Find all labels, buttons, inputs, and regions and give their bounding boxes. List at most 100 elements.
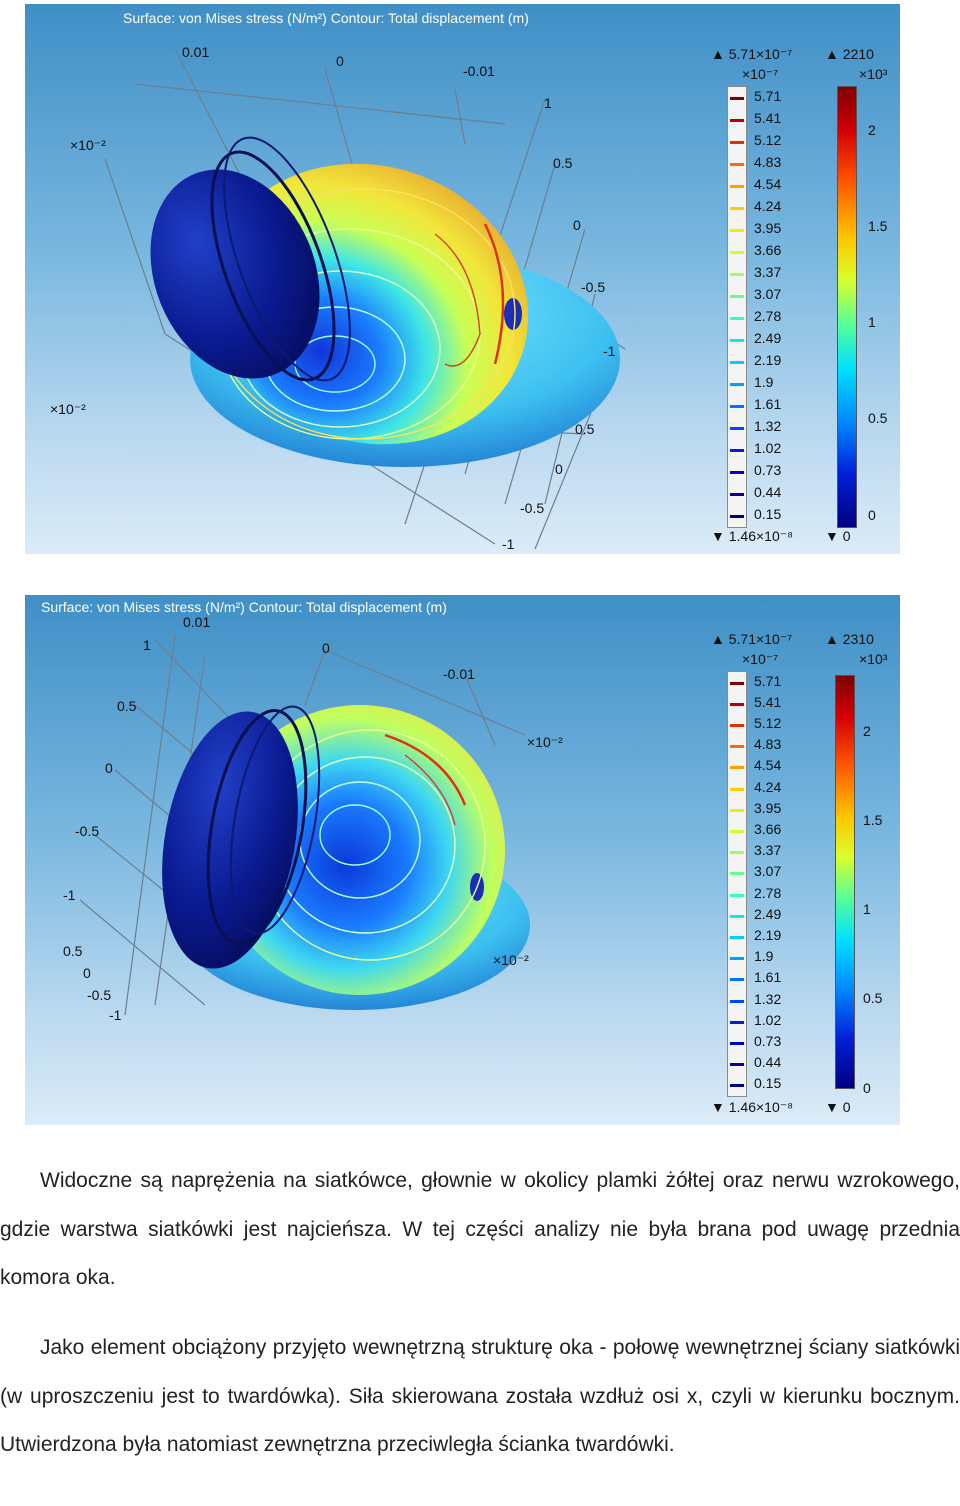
axis-tick-label: -1 [63, 887, 76, 903]
contour-level-label: 2.19 [754, 927, 782, 943]
contour-level-swatch [730, 339, 744, 342]
cornea-ring [223, 136, 351, 382]
contour-level-label: 1.9 [754, 374, 774, 390]
axis-tick-label: 0 [336, 53, 344, 69]
contour-level-label: 1.61 [754, 396, 782, 412]
axis-tick-label: -1 [502, 536, 515, 552]
contour-level-swatch [730, 914, 744, 918]
contour-level-swatch [730, 787, 744, 791]
contour-level-swatch [730, 317, 744, 320]
contour-level-label: 4.83 [754, 736, 782, 753]
axis-multiplier: ×10⁻² [527, 734, 563, 750]
surface-legend-tick: 1 [868, 314, 876, 330]
contour-level-label: 0.73 [754, 1033, 782, 1049]
plot-title: Surface: von Mises stress (N/m²) Contour… [123, 10, 529, 26]
surface-legend-max: ▲ 2210 [825, 46, 874, 62]
displacement-contours [214, 188, 516, 440]
contour-level-swatch [730, 97, 744, 100]
contour-level-swatch [730, 1042, 744, 1045]
contour-legend-min: ▼ 1.46×10⁻⁸ [711, 1099, 794, 1115]
contour-level-label: 1.61 [754, 969, 782, 986]
contour-level-label: 0.15 [754, 1075, 782, 1092]
axis-tick-label: 0.5 [63, 943, 83, 959]
contour-level-swatch [730, 493, 744, 496]
contour-level-label: 5.41 [754, 110, 782, 126]
contour-level-label: 2.49 [754, 905, 782, 922]
contour-level-swatch [730, 1063, 744, 1067]
surface-legend-tick: 1 [863, 901, 871, 917]
surface-legend-tick: 1.5 [868, 218, 888, 234]
paragraph-text: Jako element obciążony przyjęto wewnętrz… [0, 1336, 960, 1456]
contour-level-swatch [730, 163, 744, 166]
contour-level-label: 2.78 [754, 884, 782, 901]
surface-legend-multiplier: ×10³ [859, 651, 888, 667]
contour-level-swatch [730, 745, 744, 749]
contour-level-label: 0.44 [754, 484, 782, 500]
axis-multiplier: ×10⁻² [493, 952, 529, 968]
contour-level-label: 0.44 [754, 1054, 782, 1071]
axis-multiplier: ×10⁻² [50, 401, 86, 417]
axis-tick-label: -0.01 [443, 666, 475, 682]
contour-level-swatch [730, 936, 744, 939]
contour-level-swatch [730, 405, 744, 408]
surface-legend-colorbar [835, 675, 855, 1089]
cornea-ring [206, 709, 308, 945]
contour-level-swatch [730, 851, 744, 855]
contour-level-label: 1.32 [754, 418, 782, 434]
contour-level-swatch [730, 893, 744, 897]
surface-legend-min: ▼ 0 [825, 1099, 851, 1115]
contour-level-label: 3.37 [754, 842, 782, 859]
axis-tick-label: 0 [573, 217, 581, 233]
contour-legend-max: ▲ 5.71×10⁻⁷ [711, 631, 793, 647]
stress-plot-figure-1: Surface: von Mises stress (N/m²) Contour… [25, 4, 900, 554]
contour-level-label: 4.24 [754, 778, 782, 795]
contour-level-swatch [730, 766, 744, 770]
contour-level-label: 3.95 [754, 220, 782, 236]
contour-level-swatch [730, 515, 744, 518]
surface-legend-colorbar [837, 86, 857, 528]
axis-tick-label: 0.5 [553, 155, 573, 171]
surface-legend-tick: 0 [868, 507, 876, 523]
contour-level-swatch [730, 808, 744, 812]
axis-tick-label: -1 [603, 343, 616, 359]
contour-level-swatch [730, 427, 744, 430]
axis-tick-label: 1 [544, 95, 552, 111]
contour-level-swatch [730, 471, 744, 474]
contour-legend-min: ▼ 1.46×10⁻⁸ [711, 528, 794, 544]
eye-model-render: 0.01 0 -0.01 1 0.5 0 -0.5 -1 0.5 0 -0.5 … [50, 44, 626, 552]
contour-level-swatch [730, 185, 744, 188]
axis-tick-label: 0 [555, 461, 563, 477]
contour-level-label: 5.41 [754, 693, 782, 710]
axis-tick-label: -0.5 [75, 823, 99, 839]
cornea-cap [162, 711, 298, 969]
axis-tick-label: 0.01 [183, 614, 210, 630]
contour-level-swatch [730, 872, 744, 876]
contour-level-swatch [730, 251, 744, 254]
contour-level-label: 3.07 [754, 286, 782, 302]
surface-legend-tick: 0.5 [868, 410, 888, 426]
axis-tick-label: 0 [83, 965, 91, 981]
contour-level-label: 2.49 [754, 330, 782, 346]
contour-level-swatch [730, 119, 744, 122]
surface-legend-multiplier: ×10³ [859, 66, 888, 82]
stress-plot-figure-2: Surface: von Mises stress (N/m²) Contour… [25, 595, 900, 1125]
surface-legend-tick: 0.5 [863, 990, 883, 1006]
body-paragraph: Widoczne są naprężenia na siatkówce, gło… [0, 1157, 960, 1303]
axis-tick-label: 1 [143, 637, 151, 653]
eye-model-render: 0.01 1 0 -0.01 0.5 0 -0.5 -1 0.5 0 -0.5 … [63, 614, 563, 1023]
contour-level-label: 4.24 [754, 198, 782, 214]
contour-level-label: 4.83 [754, 154, 782, 170]
contour-legend-multiplier: ×10⁻⁷ [742, 651, 779, 667]
contour-level-label: 1.9 [754, 948, 774, 965]
contour-level-swatch [730, 999, 744, 1003]
contour-level-label: 3.95 [754, 799, 782, 816]
contour-level-label: 4.54 [754, 176, 782, 192]
surface-legend-min: ▼ 0 [825, 528, 851, 544]
contour-level-swatch [730, 141, 744, 144]
contour-level-swatch [730, 1020, 744, 1024]
contour-level-label: 1.32 [754, 990, 782, 1007]
axis-multiplier: ×10⁻² [70, 137, 106, 153]
surface-legend-tick: 0 [863, 1080, 871, 1096]
contour-level-label: 2.78 [754, 308, 782, 324]
contour-legend-bar [727, 86, 747, 528]
